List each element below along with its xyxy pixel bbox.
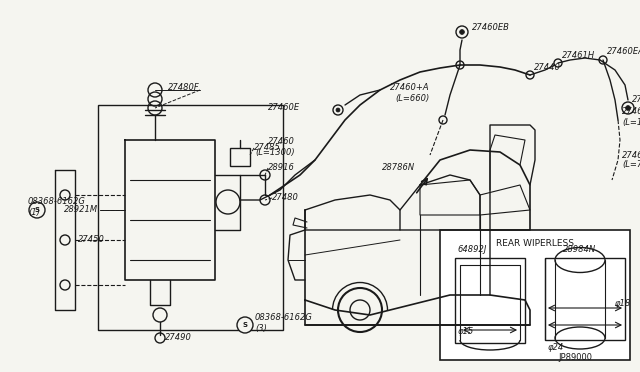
Bar: [98, 105, 283, 330]
Text: (L=140): (L=140): [622, 118, 640, 126]
Bar: [455, 258, 525, 343]
Text: 08368-6162G: 08368-6162G: [28, 198, 86, 206]
Text: 27441: 27441: [632, 96, 640, 105]
Text: 27480: 27480: [272, 193, 299, 202]
Text: 27440: 27440: [534, 64, 561, 73]
Text: 27460EA: 27460EA: [607, 48, 640, 57]
Text: 27460+A: 27460+A: [390, 83, 430, 93]
Text: 64892J: 64892J: [458, 246, 486, 254]
Text: REAR WIPERLESS: REAR WIPERLESS: [496, 238, 574, 247]
Text: 27460: 27460: [268, 138, 295, 147]
Text: 27461H: 27461H: [562, 51, 595, 60]
Text: 27490: 27490: [165, 334, 192, 343]
Text: S: S: [243, 322, 248, 328]
Text: (L=790): (L=790): [622, 160, 640, 170]
Text: S: S: [35, 207, 40, 213]
Text: 27485: 27485: [254, 144, 281, 153]
Text: (L=660): (L=660): [396, 93, 430, 103]
Text: 274600: 274600: [622, 108, 640, 116]
Text: (L=1300): (L=1300): [255, 148, 295, 157]
Circle shape: [237, 317, 253, 333]
Circle shape: [29, 202, 45, 218]
Text: (1): (1): [28, 208, 40, 217]
Circle shape: [626, 106, 630, 110]
Text: 27460E: 27460E: [268, 103, 300, 112]
Text: 27450: 27450: [78, 235, 105, 244]
Text: φ24: φ24: [548, 343, 564, 353]
Text: φ15: φ15: [458, 327, 474, 337]
Text: 27480F: 27480F: [168, 83, 200, 93]
Text: φ18: φ18: [615, 298, 631, 308]
Text: 27460EB: 27460EB: [472, 23, 510, 32]
Text: 28916: 28916: [268, 164, 295, 173]
Bar: [545, 258, 625, 340]
Text: 28786N: 28786N: [382, 164, 415, 173]
Text: 08368-6162G: 08368-6162G: [255, 314, 313, 323]
Text: 28921M: 28921M: [64, 205, 98, 215]
Circle shape: [460, 30, 465, 34]
Text: 274600A: 274600A: [622, 151, 640, 160]
Text: JP89000: JP89000: [558, 353, 592, 362]
Bar: [230, 148, 250, 166]
Text: (3): (3): [255, 324, 267, 333]
Text: 28984N: 28984N: [563, 246, 596, 254]
Bar: [440, 230, 630, 360]
Circle shape: [336, 108, 340, 112]
